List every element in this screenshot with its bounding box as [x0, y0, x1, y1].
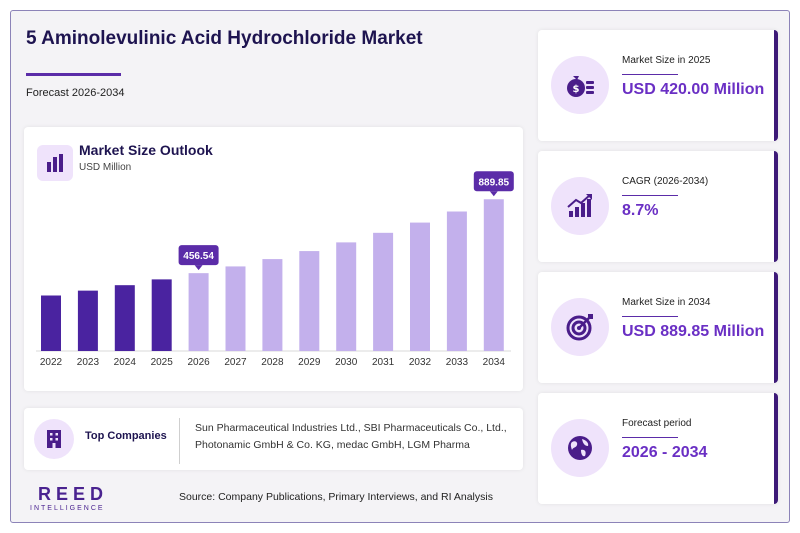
bar-2027 [225, 266, 246, 351]
x-tick-2032: 2032 [409, 357, 432, 368]
stat-label: Market Size in 2034 [622, 297, 711, 308]
annotation-bubble-2026 [178, 245, 219, 266]
stat-divider [622, 195, 678, 196]
bar-2026 [188, 273, 209, 351]
stat-label: Forecast period [622, 418, 692, 429]
target-icon [551, 298, 609, 356]
bar-2030 [336, 242, 357, 351]
stat-divider [622, 316, 678, 317]
bar-2031 [373, 232, 394, 351]
bar-chart: 2022 2023 2024 2025 2026 2027 2028 2029 2030 2031… [36, 171, 514, 368]
bar-2029 [299, 251, 320, 351]
building-icon [34, 419, 74, 459]
annotation-bubble-2034 [473, 171, 514, 192]
x-tick-2033: 2033 [446, 357, 469, 368]
companies-list: Sun Pharmaceutical Industries Ltd., SBI … [195, 422, 507, 451]
stat-value: USD 889.85 Million [622, 323, 765, 340]
x-tick-2027: 2027 [224, 357, 247, 368]
stat-card-market-2025: $ Market Size in 2025 USD 420.00 Million [538, 30, 778, 141]
bar-2032 [410, 222, 430, 351]
x-tick-2031: 2031 [372, 357, 395, 368]
stat-card-cagr: CAGR (2026-2034) 8.7% [538, 151, 778, 262]
x-tick-2034: 2034 [483, 357, 506, 368]
bar-2023 [77, 290, 98, 351]
source-note: Source: Company Publications, Primary In… [179, 491, 493, 503]
stat-value: 2026 - 2034 [622, 444, 708, 461]
stat-card-forecast-period: Forecast period 2026 - 2034 [538, 393, 778, 504]
stat-label: CAGR (2026-2034) [622, 176, 709, 187]
globe-icon [551, 419, 609, 477]
x-tick-2025: 2025 [151, 357, 174, 368]
page-title: 5 Aminolevulinic Acid Hydrochloride Mark… [26, 28, 423, 49]
stat-value: 8.7% [622, 202, 659, 219]
x-tick-2030: 2030 [335, 357, 358, 368]
stat-value: USD 420.00 Million [622, 81, 765, 98]
x-tick-2029: 2029 [298, 357, 321, 368]
stat-label: Market Size in 2025 [622, 55, 711, 66]
growth-chart-icon [551, 177, 609, 235]
svg-text:$: $ [573, 84, 580, 95]
x-tick-2024: 2024 [114, 357, 137, 368]
logo-wordmark: REED [38, 484, 109, 504]
annotation-pointer-2026 [194, 265, 203, 271]
bar-2033 [446, 211, 467, 351]
title-underline [26, 73, 121, 76]
companies-divider [179, 418, 180, 464]
x-tick-2022: 2022 [40, 357, 63, 368]
companies-label: Top Companies [85, 430, 167, 442]
bar-2034 [483, 199, 504, 351]
data-label-2034: 889.85 [479, 177, 510, 188]
chart-title: Market Size Outlook [79, 142, 213, 158]
money-bag-icon: $ [551, 56, 609, 114]
x-tick-2023: 2023 [77, 357, 100, 368]
stat-divider [622, 437, 678, 438]
bar-chart-icon [37, 145, 73, 181]
x-tick-2028: 2028 [261, 357, 284, 368]
data-label-2026: 456.54 [183, 251, 214, 262]
logo-tagline: INTELLIGENCE [30, 505, 105, 512]
chart-unit: USD Million [79, 162, 132, 173]
stat-card-market-2034: Market Size in 2034 USD 889.85 Million [538, 272, 778, 383]
annotation-pointer-2034 [489, 191, 498, 197]
bar-2028 [262, 259, 283, 351]
bar-2022 [41, 295, 61, 351]
page-subtitle: Forecast 2026-2034 [26, 87, 125, 99]
bar-2024 [114, 285, 135, 351]
bar-2025 [151, 279, 172, 351]
stat-divider [622, 74, 678, 75]
companies-card [24, 408, 523, 470]
x-tick-2026: 2026 [187, 357, 210, 368]
